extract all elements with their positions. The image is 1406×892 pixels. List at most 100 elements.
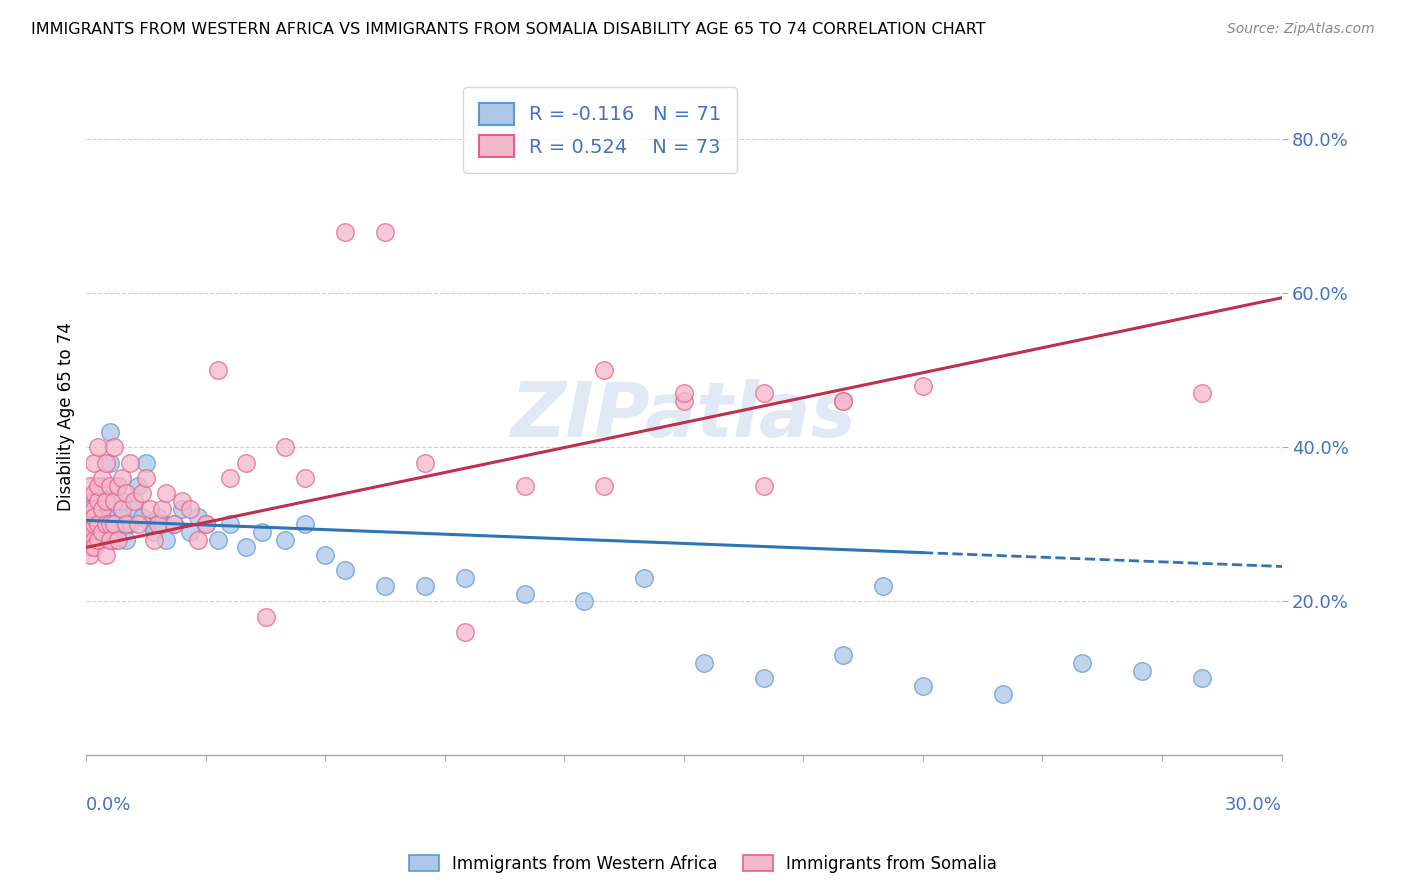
Point bbox=[87, 501, 110, 516]
Point bbox=[187, 509, 209, 524]
Point bbox=[107, 533, 129, 547]
Point bbox=[832, 394, 855, 409]
Point bbox=[115, 517, 138, 532]
Point bbox=[179, 501, 201, 516]
Point bbox=[374, 579, 396, 593]
Point bbox=[335, 225, 357, 239]
Point bbox=[593, 363, 616, 377]
Y-axis label: Disability Age 65 to 74: Disability Age 65 to 74 bbox=[58, 322, 75, 511]
Point bbox=[135, 471, 157, 485]
Point bbox=[131, 509, 153, 524]
Point bbox=[91, 524, 114, 539]
Point bbox=[115, 486, 138, 500]
Point bbox=[143, 533, 166, 547]
Point bbox=[294, 517, 316, 532]
Point bbox=[98, 479, 121, 493]
Point bbox=[96, 517, 118, 532]
Point bbox=[83, 541, 105, 555]
Point bbox=[194, 517, 217, 532]
Text: Source: ZipAtlas.com: Source: ZipAtlas.com bbox=[1227, 22, 1375, 37]
Point bbox=[87, 517, 110, 532]
Point bbox=[96, 509, 118, 524]
Point bbox=[87, 509, 110, 524]
Point bbox=[87, 494, 110, 508]
Point bbox=[98, 533, 121, 547]
Point bbox=[207, 363, 229, 377]
Point bbox=[83, 533, 105, 547]
Point bbox=[122, 501, 145, 516]
Point bbox=[79, 501, 101, 516]
Point bbox=[115, 517, 138, 532]
Point bbox=[235, 541, 257, 555]
Point bbox=[96, 517, 118, 532]
Point bbox=[143, 524, 166, 539]
Point bbox=[83, 486, 105, 500]
Point bbox=[150, 517, 173, 532]
Point bbox=[872, 579, 894, 593]
Point bbox=[91, 533, 114, 547]
Point bbox=[83, 494, 105, 508]
Point bbox=[163, 517, 186, 532]
Point bbox=[103, 440, 125, 454]
Point bbox=[207, 533, 229, 547]
Point bbox=[672, 394, 695, 409]
Point bbox=[111, 471, 134, 485]
Point bbox=[593, 479, 616, 493]
Point bbox=[454, 571, 477, 585]
Point bbox=[274, 533, 297, 547]
Point bbox=[79, 501, 101, 516]
Point bbox=[111, 494, 134, 508]
Text: IMMIGRANTS FROM WESTERN AFRICA VS IMMIGRANTS FROM SOMALIA DISABILITY AGE 65 TO 7: IMMIGRANTS FROM WESTERN AFRICA VS IMMIGR… bbox=[31, 22, 986, 37]
Text: ZIPatlas: ZIPatlas bbox=[510, 379, 856, 453]
Point bbox=[96, 494, 118, 508]
Point bbox=[96, 548, 118, 562]
Point bbox=[413, 456, 436, 470]
Point bbox=[314, 548, 336, 562]
Point bbox=[135, 456, 157, 470]
Point bbox=[911, 378, 934, 392]
Point bbox=[294, 471, 316, 485]
Point bbox=[79, 541, 101, 555]
Point bbox=[107, 524, 129, 539]
Point bbox=[218, 517, 240, 532]
Point bbox=[633, 571, 655, 585]
Point bbox=[87, 517, 110, 532]
Point bbox=[87, 533, 110, 547]
Point bbox=[83, 541, 105, 555]
Point bbox=[115, 533, 138, 547]
Legend: R = -0.116   N = 71, R = 0.524    N = 73: R = -0.116 N = 71, R = 0.524 N = 73 bbox=[464, 87, 737, 173]
Point bbox=[79, 524, 101, 539]
Point bbox=[83, 524, 105, 539]
Point bbox=[413, 579, 436, 593]
Point bbox=[79, 533, 101, 547]
Point bbox=[111, 509, 134, 524]
Point bbox=[111, 501, 134, 516]
Point bbox=[91, 479, 114, 493]
Point bbox=[83, 456, 105, 470]
Point bbox=[513, 586, 536, 600]
Point bbox=[1130, 664, 1153, 678]
Point bbox=[96, 456, 118, 470]
Point bbox=[170, 494, 193, 508]
Point bbox=[179, 524, 201, 539]
Point bbox=[454, 625, 477, 640]
Point bbox=[83, 509, 105, 524]
Point bbox=[832, 394, 855, 409]
Point bbox=[374, 225, 396, 239]
Point bbox=[254, 609, 277, 624]
Point bbox=[155, 486, 177, 500]
Point bbox=[194, 517, 217, 532]
Text: 30.0%: 30.0% bbox=[1225, 796, 1281, 814]
Point bbox=[1191, 671, 1213, 685]
Point bbox=[79, 517, 101, 532]
Point bbox=[274, 440, 297, 454]
Point bbox=[83, 509, 105, 524]
Point bbox=[120, 456, 142, 470]
Point bbox=[98, 517, 121, 532]
Point bbox=[127, 479, 149, 493]
Point bbox=[574, 594, 596, 608]
Point bbox=[752, 386, 775, 401]
Point bbox=[513, 479, 536, 493]
Point bbox=[672, 386, 695, 401]
Point bbox=[131, 486, 153, 500]
